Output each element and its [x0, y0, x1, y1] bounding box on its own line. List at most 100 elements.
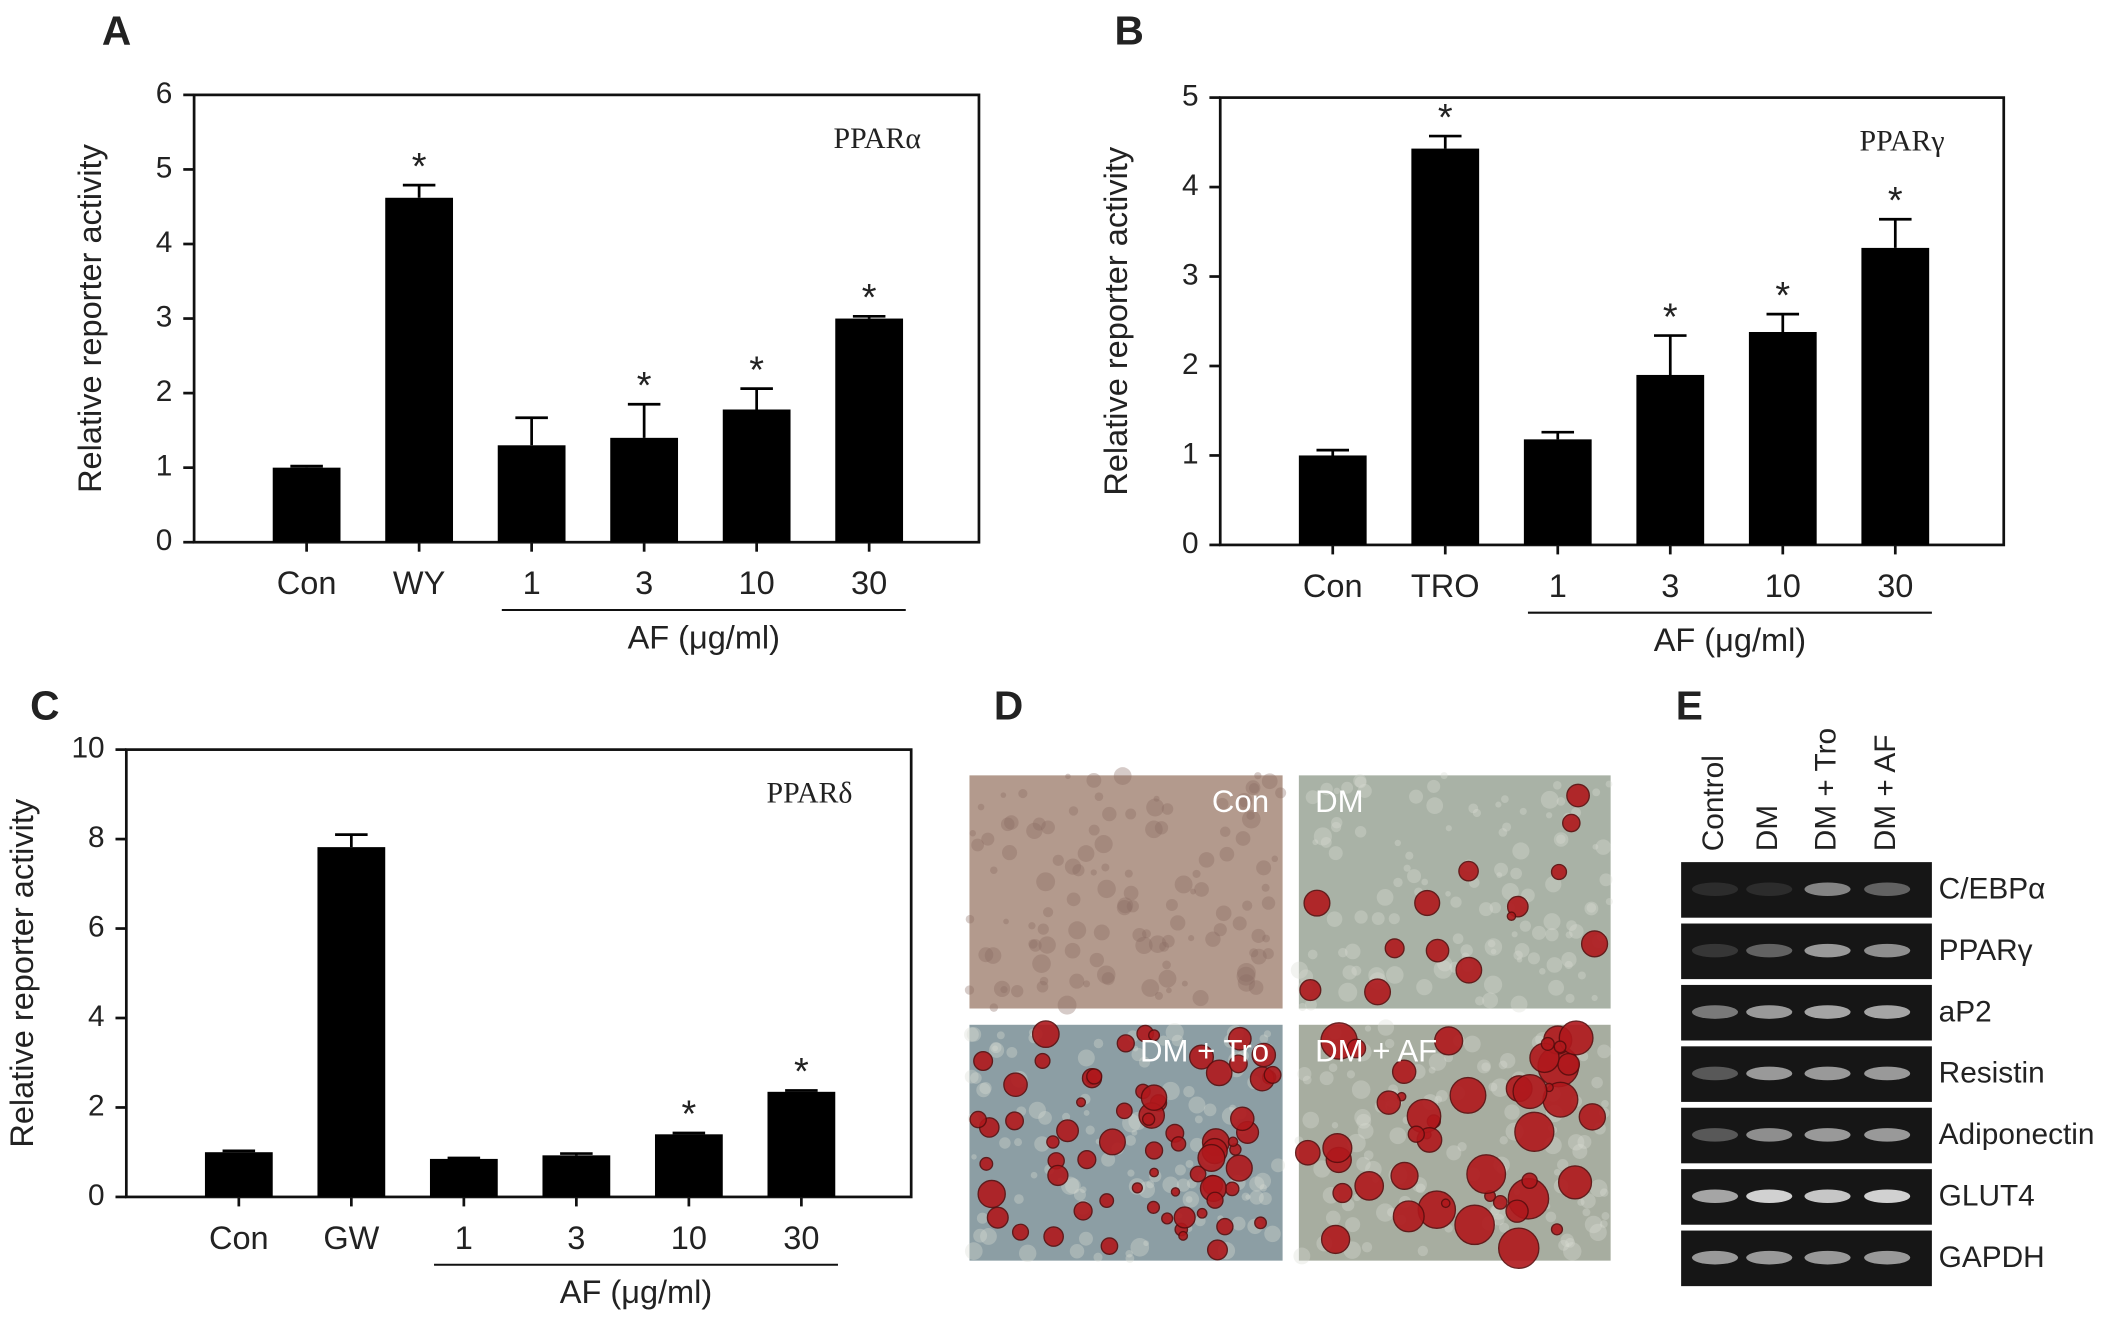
texture [1101, 1152, 1116, 1167]
texture [1351, 1080, 1371, 1099]
x-tick-label: 30 [783, 1220, 819, 1256]
texture [1101, 972, 1115, 986]
lipid-droplet [1188, 1044, 1215, 1070]
texture [1313, 1160, 1331, 1178]
lipid-droplet [1197, 1143, 1226, 1172]
lipid-droplet [1098, 1128, 1126, 1156]
bar [835, 318, 904, 543]
texture [1248, 782, 1260, 794]
bar [1748, 331, 1817, 545]
texture [1328, 1063, 1338, 1072]
bar [317, 847, 386, 1197]
texture [973, 1228, 988, 1243]
bar [1636, 374, 1705, 545]
texture [1591, 994, 1598, 1002]
texture [1499, 1136, 1508, 1145]
lipid-droplet [1512, 1073, 1548, 1110]
group-label: AF (μg/ml) [560, 1274, 712, 1310]
lipid-droplet [1550, 1223, 1564, 1236]
texture [1250, 948, 1267, 965]
texture [1494, 862, 1509, 877]
gel-band [1864, 943, 1911, 958]
texture [1487, 939, 1496, 948]
texture [990, 866, 998, 874]
lipid-droplet [1161, 1212, 1174, 1225]
texture [1062, 1112, 1071, 1121]
texture [1231, 1216, 1246, 1231]
texture [1002, 845, 1018, 861]
texture [1138, 1056, 1151, 1068]
lipid-droplet [1073, 1201, 1093, 1221]
texture [1085, 1125, 1095, 1135]
texture [1553, 1168, 1561, 1176]
texture [1589, 1223, 1607, 1242]
panel-letter: C [30, 683, 59, 729]
texture [1254, 772, 1262, 780]
texture [1198, 852, 1215, 868]
texture [1068, 921, 1087, 940]
texture [1116, 900, 1133, 916]
texture [1490, 1078, 1510, 1098]
x-tick-label: 3 [635, 565, 653, 601]
texture [1000, 817, 1015, 832]
lipid-droplet [1557, 1165, 1593, 1200]
texture [1030, 1171, 1038, 1179]
texture [1502, 822, 1512, 832]
texture [1605, 780, 1613, 788]
texture [1141, 929, 1151, 939]
image-label: DM + AF [1315, 1033, 1437, 1068]
texture [1488, 1082, 1498, 1092]
lipid-droplet [1320, 1224, 1351, 1255]
texture [1271, 855, 1279, 863]
texture [1512, 842, 1530, 860]
texture [1584, 901, 1599, 916]
lipid-droplet [1263, 1065, 1282, 1084]
error-bar [1654, 334, 1687, 375]
lipid-droplet [1043, 1226, 1064, 1247]
bar [767, 1091, 836, 1197]
texture [1165, 1023, 1184, 1042]
texture [1599, 1220, 1608, 1228]
y-tick-label: 8 [88, 821, 105, 854]
bar [272, 467, 341, 543]
gel-band [1804, 1189, 1851, 1204]
texture [1235, 831, 1251, 846]
texture [1519, 920, 1532, 932]
texture [1577, 1198, 1585, 1206]
lipid-droplet [1149, 1167, 1159, 1178]
annotation: PPARγ [1860, 125, 1945, 158]
lipid-droplet [1205, 1059, 1233, 1087]
texture [1460, 944, 1473, 957]
texture [1249, 1176, 1265, 1192]
panel-letter: A [102, 8, 131, 54]
error-bar [335, 833, 368, 848]
texture [1563, 1242, 1582, 1261]
lane-label: DM [1751, 805, 1784, 851]
texture [1351, 965, 1362, 976]
texture [1174, 875, 1193, 894]
texture [1568, 924, 1584, 939]
y-axis-label: Relative reporter activity [1098, 146, 1134, 496]
texture [1097, 965, 1116, 984]
texture [1213, 923, 1227, 937]
gel-band [1691, 1250, 1739, 1265]
y-tick-label: 5 [156, 151, 173, 184]
texture [965, 914, 975, 924]
texture [1248, 980, 1264, 995]
texture [1338, 982, 1358, 1002]
texture [1069, 1244, 1085, 1259]
panel-letter: D [994, 683, 1023, 729]
texture [1124, 869, 1133, 878]
bar [429, 1158, 498, 1197]
texture [1344, 943, 1361, 960]
lipid-droplet [1047, 1164, 1069, 1187]
texture [1113, 767, 1132, 785]
texture [1545, 927, 1559, 942]
texture [1130, 1237, 1150, 1257]
significance-mark: * [862, 277, 877, 319]
texture [1440, 772, 1448, 780]
texture [1123, 885, 1139, 901]
x-tick-label: TRO [1411, 568, 1480, 604]
y-tick-label: 1 [1182, 437, 1199, 470]
texture [1495, 801, 1502, 808]
